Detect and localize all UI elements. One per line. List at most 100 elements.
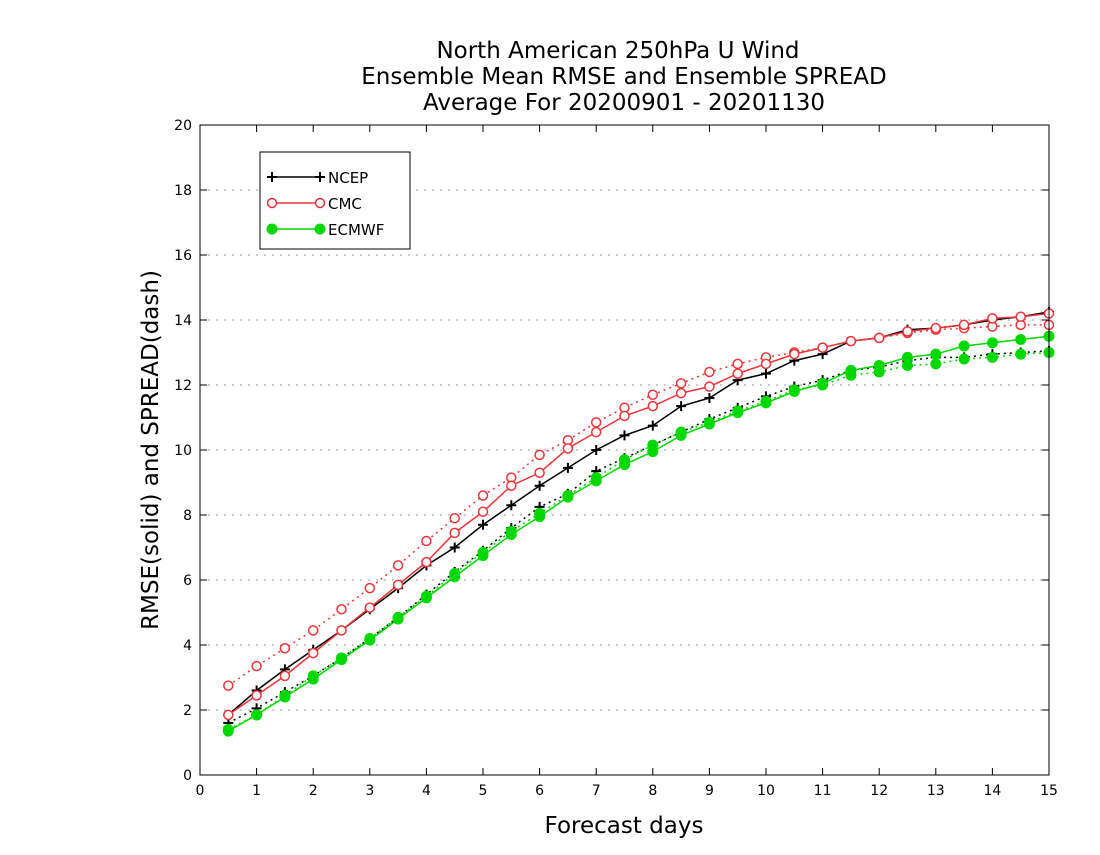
x-tick-label: 14 bbox=[983, 783, 1001, 799]
ncep-rmse-point bbox=[761, 368, 771, 379]
legend-marker bbox=[266, 223, 278, 235]
y-tick-label: 12 bbox=[174, 378, 192, 394]
cmc-rmse-point bbox=[902, 326, 913, 337]
cmc-spread-point bbox=[336, 604, 347, 615]
cmc-rmse-point bbox=[421, 556, 432, 568]
cmc-rmse-point bbox=[392, 579, 404, 591]
ecmwf-rmse-point bbox=[505, 529, 517, 540]
cmc-rmse-point bbox=[534, 467, 545, 478]
ncep-rmse-point bbox=[704, 393, 715, 403]
x-tick-label: 15 bbox=[1040, 783, 1058, 799]
ecmwf-rmse-point bbox=[958, 340, 970, 352]
ecmwf-spread-point bbox=[958, 353, 970, 365]
ecmwf-rmse-point bbox=[845, 364, 857, 376]
x-tick-label: 1 bbox=[252, 783, 261, 799]
cmc-rmse-point bbox=[647, 400, 659, 412]
x-tick-label: 9 bbox=[705, 783, 714, 799]
cmc-rmse-point bbox=[562, 443, 574, 454]
cmc-rmse-point bbox=[364, 602, 376, 613]
legend-label: NCEP bbox=[328, 169, 368, 187]
x-tick-label: 4 bbox=[422, 783, 431, 799]
cmc-rmse-point bbox=[704, 381, 715, 392]
ncep-rmse-line bbox=[227, 311, 1050, 716]
cmc-rmse-point bbox=[789, 348, 800, 360]
ecmwf-rmse-point bbox=[336, 654, 347, 666]
cmc-spread-point bbox=[279, 643, 291, 654]
cmc-spread-point bbox=[421, 535, 432, 547]
y-tick-label: 10 bbox=[174, 443, 192, 459]
ncep-rmse-point bbox=[534, 480, 545, 491]
ecmwf-rmse-point bbox=[986, 337, 998, 349]
cmc-rmse-point bbox=[987, 313, 998, 324]
cmc-rmse-point bbox=[1015, 311, 1026, 322]
ncep-rmse-point bbox=[619, 430, 630, 441]
title-line-2: Ensemble Mean RMSE and Ensemble SPREAD bbox=[361, 64, 886, 90]
cmc-rmse-point bbox=[307, 647, 319, 659]
title-line-3: Average For 20200901 - 20201130 bbox=[423, 90, 825, 116]
ecmwf-rmse-point bbox=[307, 673, 319, 685]
ecmwf-rmse-point bbox=[392, 613, 404, 625]
cmc-rmse-point bbox=[449, 527, 460, 539]
cmc-rmse-point bbox=[873, 332, 885, 344]
ecmwf-rmse-point bbox=[590, 475, 602, 487]
ecmwf-rmse-point bbox=[817, 377, 829, 389]
cmc-spread-point bbox=[704, 366, 715, 378]
x-tick-label: 0 bbox=[196, 783, 205, 799]
x-axis-ticks: 0 1 2 3 4 5 6 7 8 9 10 11 12 13 14 15 bbox=[196, 125, 1058, 799]
series-ecmwf bbox=[222, 330, 1055, 737]
ecmwf-rmse-point bbox=[562, 491, 574, 503]
grid-lines bbox=[200, 189, 1049, 711]
y-axis-ticks: 0 2 4 6 8 10 12 14 16 18 20 bbox=[174, 118, 1049, 784]
ecmwf-rmse-point bbox=[420, 592, 432, 604]
legend-marker bbox=[314, 223, 326, 235]
ncep-rmse-point bbox=[449, 542, 460, 553]
chart-title: North American 250hPa U Wind Ensemble Me… bbox=[361, 38, 886, 116]
ecmwf-rmse-point bbox=[647, 446, 659, 458]
ncep-rmse-point bbox=[647, 420, 658, 431]
cmc-rmse-point bbox=[506, 480, 517, 491]
ecmwf-rmse-point bbox=[760, 397, 772, 409]
series-ncep bbox=[223, 306, 1054, 728]
ncep-rmse-point bbox=[676, 401, 687, 412]
ecmwf-rmse-point bbox=[364, 634, 376, 646]
cmc-spread-point bbox=[449, 513, 460, 524]
x-tick-label: 8 bbox=[648, 783, 657, 799]
y-tick-label: 14 bbox=[174, 313, 192, 329]
cmc-rmse-point bbox=[590, 426, 602, 438]
legend-label: CMC bbox=[328, 195, 362, 213]
cmc-rmse-point bbox=[958, 319, 970, 331]
cmc-spread-point bbox=[732, 358, 743, 370]
ecmwf-rmse-point bbox=[930, 348, 942, 360]
ecmwf-rmse-point bbox=[251, 709, 263, 721]
cmc-spread-point bbox=[590, 417, 602, 428]
y-tick-label: 4 bbox=[183, 638, 192, 654]
ecmwf-rmse-line bbox=[227, 335, 1050, 732]
ecmwf-rmse-point bbox=[279, 691, 291, 703]
y-tick-label: 0 bbox=[183, 768, 192, 784]
ncep-rmse-point bbox=[506, 500, 517, 511]
cmc-rmse-point bbox=[732, 368, 743, 379]
ncep-rmse-point bbox=[591, 445, 602, 455]
series-group bbox=[222, 306, 1055, 737]
x-tick-label: 6 bbox=[535, 783, 544, 799]
ecmwf-spread-point bbox=[1015, 348, 1027, 360]
cmc-spread-point bbox=[364, 582, 376, 594]
cmc-rmse-point bbox=[675, 387, 687, 399]
cmc-rmse-point bbox=[223, 709, 234, 721]
ecmwf-rmse-point bbox=[222, 725, 234, 737]
ecmwf-rmse-point bbox=[703, 418, 715, 430]
ncep-spread-line bbox=[227, 350, 1050, 724]
title-line-1: North American 250hPa U Wind bbox=[436, 38, 799, 64]
legend-marker bbox=[315, 172, 325, 182]
ncep-rmse-point bbox=[562, 462, 573, 473]
cmc-rmse-point bbox=[845, 335, 857, 347]
cmc-rmse-point bbox=[760, 358, 772, 370]
x-tick-label: 2 bbox=[309, 783, 318, 799]
legend-label: ECMWF bbox=[328, 221, 384, 239]
ecmwf-rmse-point bbox=[732, 407, 744, 419]
cmc-spread-line bbox=[227, 324, 1049, 687]
ecmwf-rmse-point bbox=[873, 360, 885, 371]
ecmwf-rmse-point bbox=[619, 459, 630, 471]
cmc-spread-point bbox=[392, 560, 404, 571]
